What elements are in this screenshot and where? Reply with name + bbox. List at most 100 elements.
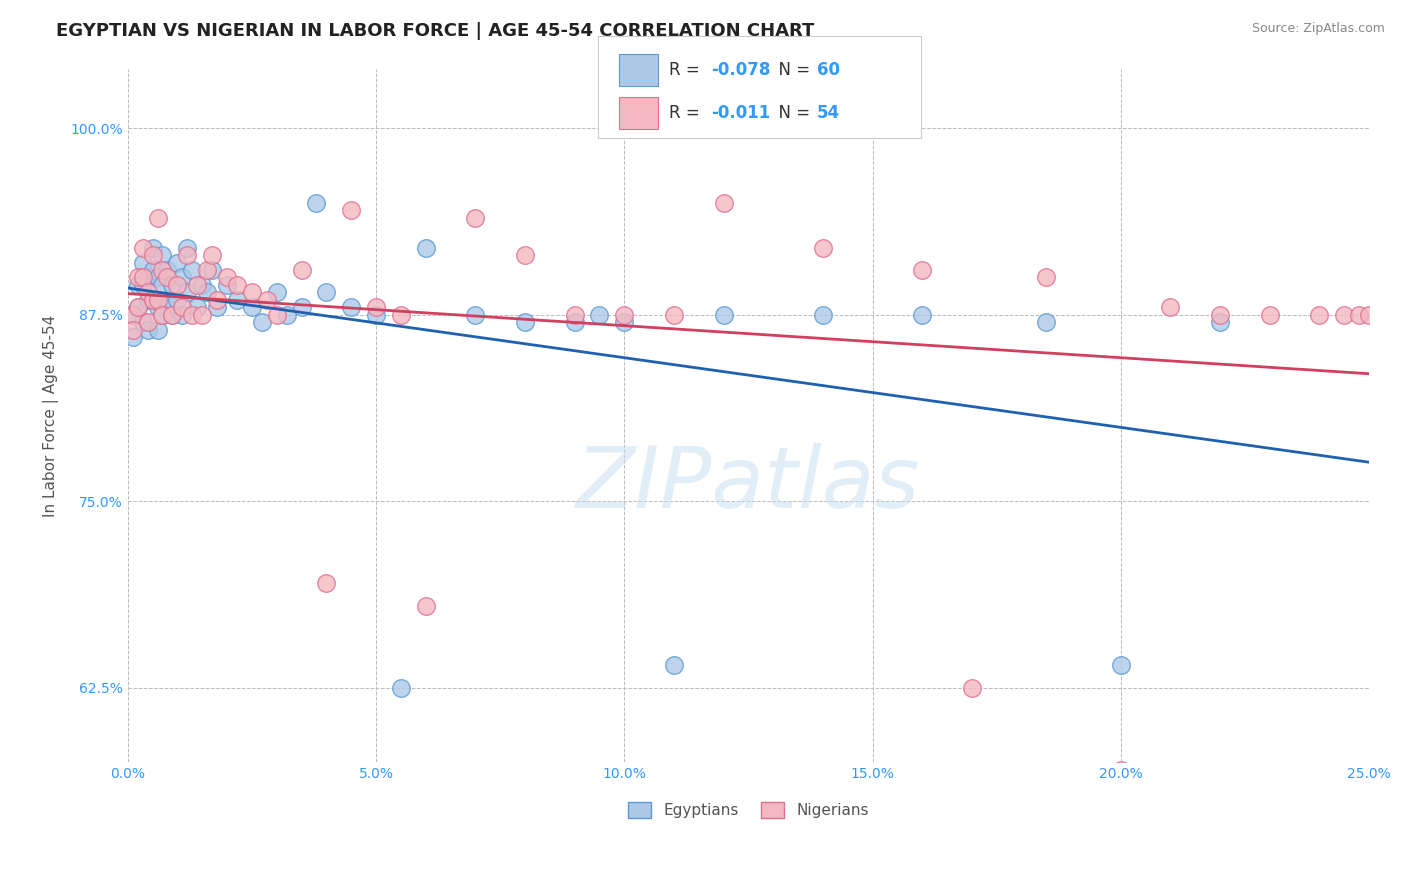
Point [250, 315, 273, 329]
Point [1348, 308, 1371, 322]
Point [172, 300, 194, 314]
Point [662, 658, 685, 673]
Point [141, 293, 163, 307]
Point [127, 300, 149, 314]
Point [266, 308, 288, 322]
Point [226, 277, 249, 292]
Text: Source: ZipAtlas.com: Source: ZipAtlas.com [1251, 22, 1385, 36]
Point [713, 308, 735, 322]
Point [564, 315, 586, 329]
Point [1209, 315, 1232, 329]
Point [201, 263, 224, 277]
Legend: Egyptians, Nigerians: Egyptians, Nigerians [621, 796, 875, 824]
Point [146, 293, 169, 307]
Point [136, 285, 159, 300]
Point [146, 270, 169, 285]
Point [191, 277, 214, 292]
Point [152, 248, 174, 262]
Point [1358, 308, 1381, 322]
Text: N =: N = [768, 62, 815, 79]
Point [166, 293, 188, 307]
Point [181, 263, 204, 277]
Point [162, 308, 184, 322]
Point [613, 308, 636, 322]
Point [172, 270, 194, 285]
Point [181, 308, 204, 322]
Text: N =: N = [768, 104, 815, 122]
Point [131, 270, 153, 285]
Point [136, 323, 159, 337]
Point [464, 211, 486, 225]
Text: 54: 54 [817, 104, 839, 122]
Point [364, 300, 387, 314]
Text: 60: 60 [817, 62, 839, 79]
Point [240, 300, 263, 314]
Point [195, 263, 218, 277]
Point [240, 285, 263, 300]
Point [156, 263, 179, 277]
Point [256, 293, 278, 307]
Point [191, 308, 214, 322]
Point [415, 599, 437, 613]
Text: -0.011: -0.011 [711, 104, 770, 122]
Point [613, 315, 636, 329]
Point [152, 308, 174, 322]
Point [215, 277, 238, 292]
Point [215, 270, 238, 285]
Point [1109, 658, 1132, 673]
Point [305, 195, 328, 210]
Point [136, 270, 159, 285]
Point [266, 285, 288, 300]
Point [201, 248, 224, 262]
Point [340, 203, 363, 218]
Point [141, 263, 163, 277]
Point [290, 263, 312, 277]
Point [186, 277, 208, 292]
Point [146, 323, 169, 337]
Point [205, 300, 228, 314]
Point [152, 263, 174, 277]
Point [162, 277, 184, 292]
Point [131, 315, 153, 329]
Point [290, 300, 312, 314]
Point [1035, 315, 1057, 329]
Point [166, 255, 188, 269]
Point [276, 308, 298, 322]
Point [136, 315, 159, 329]
Point [662, 308, 685, 322]
Point [176, 241, 198, 255]
Point [195, 285, 218, 300]
Point [713, 195, 735, 210]
Point [811, 308, 834, 322]
Point [389, 308, 412, 322]
Point [146, 211, 169, 225]
Point [146, 300, 169, 314]
Point [1308, 308, 1330, 322]
Point [176, 248, 198, 262]
Point [156, 293, 179, 307]
Point [205, 293, 228, 307]
Text: ZIPatlas: ZIPatlas [576, 443, 921, 526]
Point [166, 277, 188, 292]
Point [1035, 270, 1057, 285]
Point [127, 277, 149, 292]
Point [156, 270, 179, 285]
Point [162, 308, 184, 322]
Point [152, 277, 174, 292]
Point [121, 308, 143, 322]
Text: -0.078: -0.078 [711, 62, 770, 79]
Point [588, 308, 610, 322]
Point [1160, 300, 1182, 314]
Point [1109, 763, 1132, 777]
Point [152, 308, 174, 322]
Point [340, 300, 363, 314]
Point [960, 681, 983, 695]
Point [315, 576, 337, 591]
Point [136, 293, 159, 307]
Point [513, 248, 536, 262]
Point [1209, 308, 1232, 322]
Point [1258, 308, 1281, 322]
Point [176, 285, 198, 300]
Point [364, 308, 387, 322]
Point [121, 308, 143, 322]
